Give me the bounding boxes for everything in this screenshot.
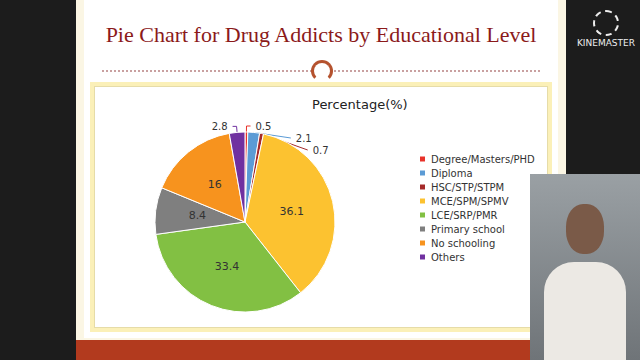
svg-text:Degree/Masters/PHD: Degree/Masters/PHD — [431, 154, 535, 165]
html-text:KINEMASTER: KINEMASTER — [577, 38, 635, 48]
html-text:Pie Chart for Drug Addicts by: Pie Chart for Drug Addicts by Educationa… — [105, 22, 537, 47]
svg-text:No schooling: No schooling — [431, 238, 495, 249]
svg-text:16: 16 — [208, 178, 222, 191]
svg-text:Percentage(%): Percentage(%) — [312, 97, 408, 112]
svg-text:MCE/SPM/SPMV: MCE/SPM/SPMV — [431, 196, 509, 207]
svg-text:36.1: 36.1 — [279, 205, 304, 218]
svg-text:33.4: 33.4 — [215, 260, 240, 273]
svg-text:2.1: 2.1 — [296, 133, 312, 144]
svg-text:LCE/SRP/PMR: LCE/SRP/PMR — [431, 210, 498, 221]
svg-text:Diploma: Diploma — [431, 168, 473, 179]
svg-text:2.8: 2.8 — [212, 121, 228, 132]
svg-text:Primary school: Primary school — [431, 224, 505, 235]
svg-text:Others: Others — [431, 252, 465, 263]
svg-text:HSC/STP/STPM: HSC/STP/STPM — [431, 182, 504, 193]
svg-text:8.4: 8.4 — [189, 209, 207, 222]
svg-text:0.5: 0.5 — [256, 121, 272, 132]
svg-text:0.7: 0.7 — [313, 145, 329, 156]
